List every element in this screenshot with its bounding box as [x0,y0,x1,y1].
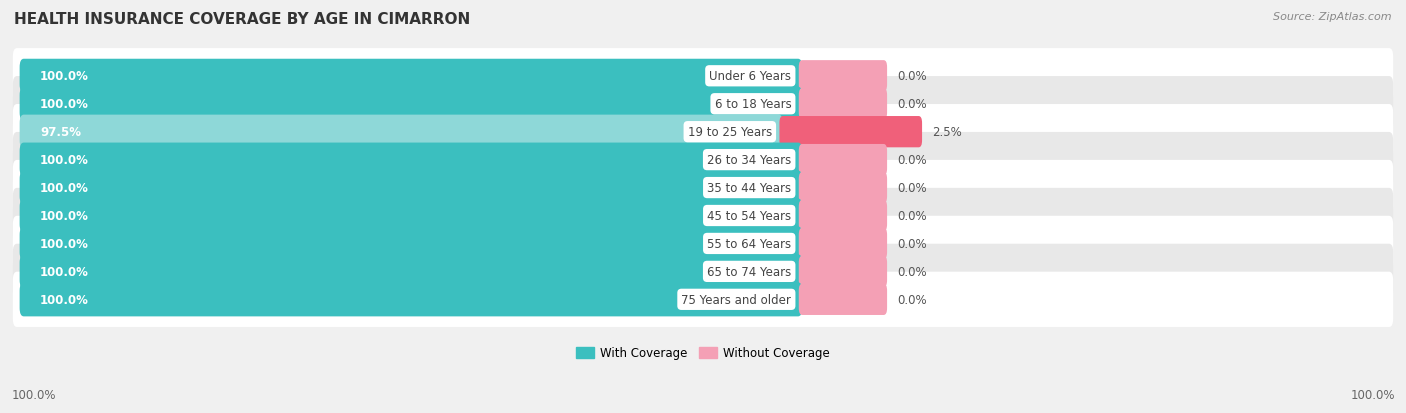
FancyBboxPatch shape [20,143,803,177]
Text: 97.5%: 97.5% [39,126,82,139]
Text: 100.0%: 100.0% [39,293,89,306]
Text: 55 to 64 Years: 55 to 64 Years [707,237,792,250]
Text: 2.5%: 2.5% [932,126,962,139]
Text: 100.0%: 100.0% [39,237,89,250]
FancyBboxPatch shape [20,171,803,205]
FancyBboxPatch shape [13,105,1393,160]
FancyBboxPatch shape [13,161,1393,216]
FancyBboxPatch shape [20,59,803,94]
Text: Under 6 Years: Under 6 Years [709,70,792,83]
Legend: With Coverage, Without Coverage: With Coverage, Without Coverage [572,342,834,364]
FancyBboxPatch shape [13,216,1393,271]
FancyBboxPatch shape [20,115,783,150]
Text: 100.0%: 100.0% [39,265,89,278]
Text: 0.0%: 0.0% [897,154,927,167]
Text: Source: ZipAtlas.com: Source: ZipAtlas.com [1274,12,1392,22]
Text: 6 to 18 Years: 6 to 18 Years [714,98,792,111]
FancyBboxPatch shape [20,282,803,317]
FancyBboxPatch shape [799,256,887,287]
FancyBboxPatch shape [799,284,887,315]
FancyBboxPatch shape [799,89,887,120]
FancyBboxPatch shape [13,272,1393,327]
Text: 100.0%: 100.0% [39,154,89,167]
FancyBboxPatch shape [20,88,803,121]
Text: HEALTH INSURANCE COVERAGE BY AGE IN CIMARRON: HEALTH INSURANCE COVERAGE BY AGE IN CIMA… [14,12,471,27]
Text: 26 to 34 Years: 26 to 34 Years [707,154,792,167]
Text: 100.0%: 100.0% [1350,388,1395,401]
FancyBboxPatch shape [13,188,1393,244]
FancyBboxPatch shape [799,61,887,92]
Text: 65 to 74 Years: 65 to 74 Years [707,265,792,278]
Text: 35 to 44 Years: 35 to 44 Years [707,182,792,195]
Text: 0.0%: 0.0% [897,237,927,250]
FancyBboxPatch shape [779,117,922,148]
FancyBboxPatch shape [799,200,887,232]
FancyBboxPatch shape [13,244,1393,299]
Text: 100.0%: 100.0% [39,98,89,111]
FancyBboxPatch shape [13,49,1393,104]
FancyBboxPatch shape [20,255,803,289]
Text: 0.0%: 0.0% [897,70,927,83]
FancyBboxPatch shape [13,133,1393,188]
Text: 100.0%: 100.0% [39,209,89,223]
FancyBboxPatch shape [20,227,803,261]
Text: 0.0%: 0.0% [897,209,927,223]
FancyBboxPatch shape [799,228,887,259]
Text: 0.0%: 0.0% [897,265,927,278]
Text: 100.0%: 100.0% [11,388,56,401]
Text: 45 to 54 Years: 45 to 54 Years [707,209,792,223]
Text: 100.0%: 100.0% [39,182,89,195]
Text: 0.0%: 0.0% [897,293,927,306]
Text: 19 to 25 Years: 19 to 25 Years [688,126,772,139]
Text: 100.0%: 100.0% [39,70,89,83]
Text: 0.0%: 0.0% [897,98,927,111]
Text: 75 Years and older: 75 Years and older [682,293,792,306]
FancyBboxPatch shape [799,145,887,176]
FancyBboxPatch shape [799,173,887,204]
Text: 0.0%: 0.0% [897,182,927,195]
FancyBboxPatch shape [13,77,1393,132]
FancyBboxPatch shape [20,199,803,233]
